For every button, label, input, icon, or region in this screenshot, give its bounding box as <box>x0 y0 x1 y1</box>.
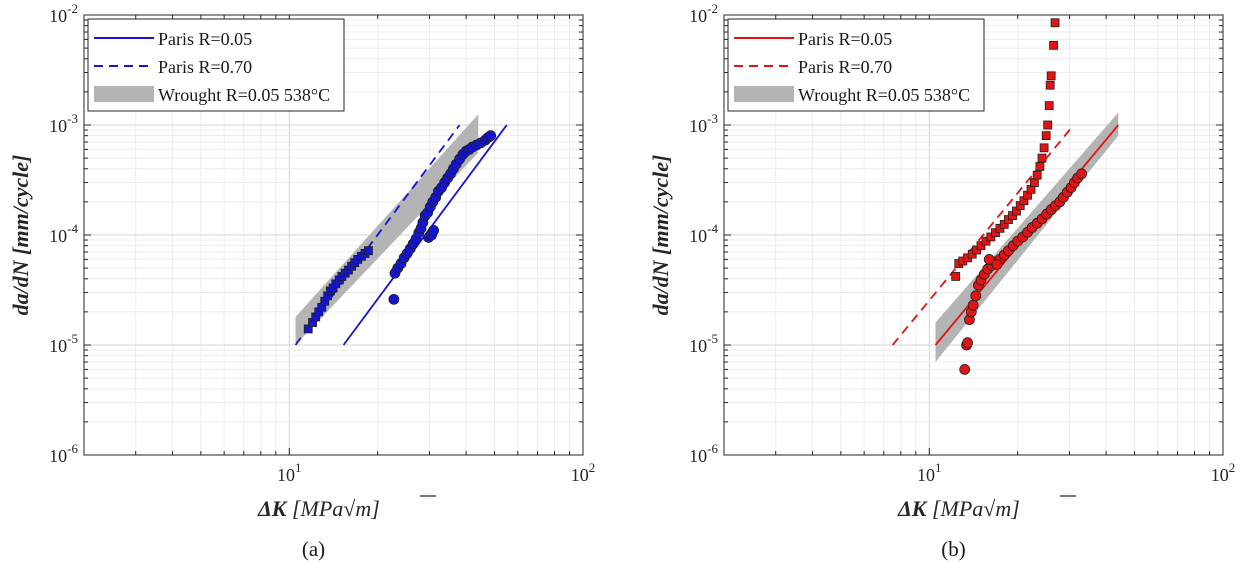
chart-a-wrought-band <box>295 114 479 345</box>
chart-b-panel-label: (b) <box>941 537 966 561</box>
chart-a-y-tick-label: 10-6 <box>49 441 78 466</box>
chart-a-legend-label: Wrought R=0.05 538°C <box>158 85 330 105</box>
chart-b-y-axis-label: da/dN [mm/cycle] <box>648 155 673 316</box>
chart-a-y-tick-label: 10-4 <box>49 221 78 246</box>
chart-b-paris-r070-line <box>891 124 1075 346</box>
chart-b-grid <box>723 15 1223 456</box>
chart-b-y-tick-label: 10-3 <box>689 111 718 136</box>
chart-a-circle-marker <box>388 293 400 305</box>
chart-a-panel-label: (a) <box>302 537 325 561</box>
chart-b-square-marker <box>1050 18 1060 28</box>
chart-a-square-marker <box>364 246 373 256</box>
chart-b-legend-label: Paris R=0.05 <box>798 29 892 49</box>
chart-a-ticks <box>83 15 583 456</box>
chart-b-square-marker <box>1039 143 1049 153</box>
chart-a-x-tick-label: 102 <box>571 460 596 485</box>
chart-b-circle-marker <box>1076 168 1087 180</box>
chart-b-legend-label: Paris R=0.70 <box>798 57 892 77</box>
chart-a-y-axis-label: da/dN [mm/cycle] <box>8 155 33 316</box>
chart-b-x-tick-label: 101 <box>917 460 942 485</box>
chart-b-y-tick-label: 10-4 <box>689 221 718 246</box>
chart-b-square-marker <box>1044 101 1054 111</box>
chart-b-x-axis-label: ΔK [MPa√m] <box>897 495 1076 521</box>
chart-b-circle-marker <box>959 364 971 375</box>
chart-a-y-tick-label: 10-5 <box>49 331 78 356</box>
chart-b-x-tick-label: 102 <box>1211 460 1236 485</box>
chart-a-y-tick-label: 10-3 <box>49 111 78 136</box>
chart-a-legend-swatch-band <box>94 86 154 102</box>
chart-b-y-tick-label: 10-6 <box>689 441 718 466</box>
chart-b-legend-swatch-band <box>734 86 794 102</box>
chart-b-series-circle <box>959 168 1087 375</box>
chart-b-square-marker <box>1045 80 1055 90</box>
chart-a-x-tick-label: 101 <box>277 460 302 485</box>
chart-a-svg: 10-6 10-5 10-4 10-3 10-2 101 102 ΔK [MPa√m] da/d… <box>8 1 596 561</box>
chart-b-y-tick-label: 10-2 <box>689 1 718 26</box>
chart-a-x-axis-label: ΔK [MPa√m] <box>257 495 436 521</box>
chart-b-legend-label: Wrought R=0.05 538°C <box>798 85 970 105</box>
chart-a-circle-marker <box>428 225 440 236</box>
chart-b-square-marker <box>1043 120 1053 130</box>
chart-b-series-square <box>951 18 1060 281</box>
chart-b-square-marker <box>1030 178 1039 187</box>
chart-b-ticks <box>723 15 1223 456</box>
chart-b-legend: Paris R=0.05 Paris R=0.70 Wrought R=0.05 5… <box>727 18 985 112</box>
chart-b-square-marker <box>1041 131 1051 141</box>
chart-b-square-marker <box>951 272 961 281</box>
chart-a-legend-label: Paris R=0.70 <box>158 57 252 77</box>
chart-b-svg: 10-6 10-5 10-4 10-3 10-2 101 102 ΔK [MPa√m] da/d… <box>648 1 1236 561</box>
chart-a-legend: Paris R=0.05 Paris R=0.70 Wrought R=0.05 5… <box>87 18 345 112</box>
chart-b-square-marker <box>1035 162 1045 171</box>
chart-b-square-marker <box>1037 153 1047 163</box>
chart-a-series-circle <box>388 130 497 305</box>
chart-a-legend-label: Paris R=0.05 <box>158 29 252 49</box>
chart-b-square-marker <box>976 241 986 251</box>
chart-b-square-marker <box>1049 40 1059 50</box>
chart-b-circle-marker <box>962 337 973 349</box>
chart-a-circle-marker <box>485 130 497 142</box>
chart-b-x-axis-label-text: ΔK [MPa√m] <box>897 496 1020 521</box>
chart-b-circle-marker <box>967 299 979 311</box>
chart-b-square-marker <box>1046 71 1056 81</box>
chart-a-y-tick-label: 10-2 <box>49 1 78 26</box>
chart-b-circle-marker <box>991 259 1003 270</box>
chart-panel-a: 10-6 10-5 10-4 10-3 10-2 101 102 ΔK [MPa√m] da/d… <box>0 0 626 570</box>
chart-a-x-axis-label-text: ΔK [MPa√m] <box>257 496 380 521</box>
chart-b-circle-marker <box>970 290 982 302</box>
chart-b-y-tick-label: 10-5 <box>689 331 718 356</box>
chart-a-series-square <box>303 246 373 334</box>
chart-b-square-marker <box>1032 170 1042 180</box>
chart-b-circle-marker <box>983 254 995 265</box>
chart-panel-b: 10-6 10-5 10-4 10-3 10-2 101 102 ΔK [MPa√m] da/d… <box>640 0 1253 570</box>
